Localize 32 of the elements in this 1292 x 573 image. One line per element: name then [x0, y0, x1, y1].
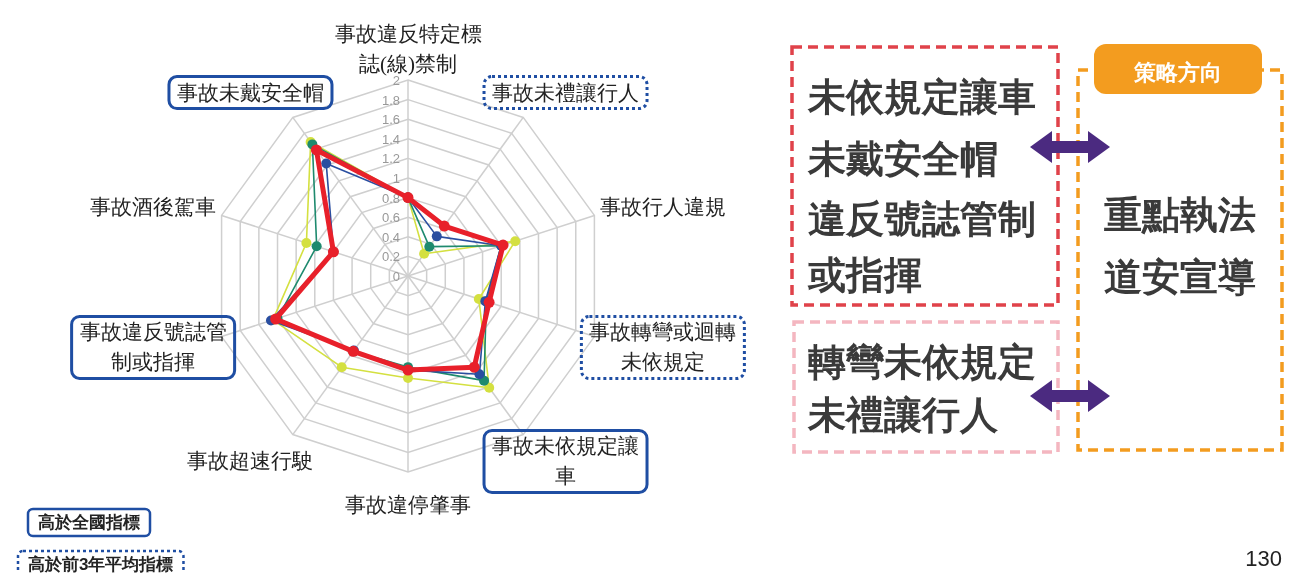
spoke-label: 事故違反號誌管制或指揮: [79, 320, 227, 375]
text: 道安宣導: [1104, 256, 1256, 298]
spoke-label: 事故違停肇事: [345, 493, 471, 517]
y-tick-label: 1.2: [381, 151, 400, 167]
spoke-label: 事故超速行駛: [187, 449, 314, 474]
y-tick-label: 0.8: [381, 190, 400, 206]
y-tick-label: 0.6: [381, 210, 400, 226]
text: 高於前3年平均指標: [28, 555, 174, 573]
spoke-label: 事故酒後駕車: [90, 194, 217, 219]
y-tick-label: 1: [392, 171, 400, 186]
text: 未戴安全帽: [807, 138, 998, 180]
y-tick-label: 0.4: [381, 229, 400, 245]
text: 轉彎未依規定: [808, 341, 1036, 383]
text: 130: [1245, 546, 1282, 571]
y-tick-label: 1.4: [381, 131, 400, 147]
spoke-label: 事故未依規定讓車: [492, 434, 640, 489]
text: 未依規定讓車: [807, 76, 1036, 118]
spoke-label: 事故未禮讓行人: [492, 80, 640, 105]
y-tick-label: 0.2: [381, 249, 400, 265]
y-tick-label: 2: [392, 73, 400, 88]
text: 違反號誌管制或指揮: [807, 198, 1036, 296]
y-tick-label: 1.8: [381, 92, 400, 108]
text: 重點執法: [1104, 194, 1256, 236]
y-tick-label: 1.6: [381, 112, 400, 128]
spoke-label: 事故轉彎或迴轉未依規定: [589, 320, 737, 375]
spoke-label: 事故違反特定標誌(線)禁制: [334, 22, 482, 76]
text: 策略方向: [1133, 60, 1222, 85]
spoke-label: 事故未戴安全帽: [176, 80, 324, 105]
text: 未禮讓行人: [807, 394, 998, 436]
spoke-label: 事故行人違規: [599, 194, 726, 219]
text: 高於全國指標: [38, 513, 140, 532]
y-tick-label: 0: [392, 269, 400, 284]
